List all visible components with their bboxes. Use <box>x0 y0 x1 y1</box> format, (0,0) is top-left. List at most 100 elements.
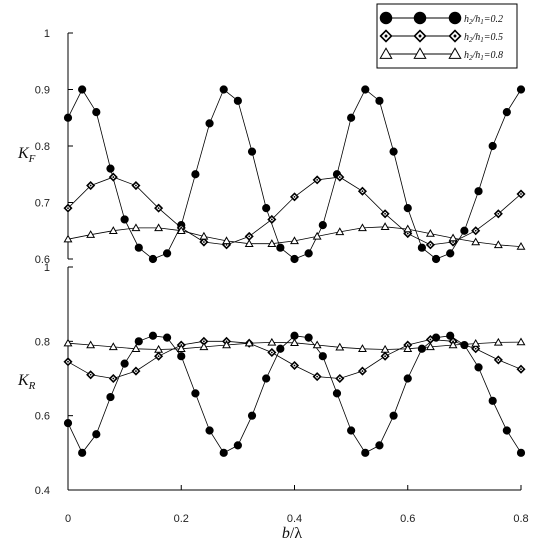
data-point-s1 <box>460 226 469 235</box>
data-point-s1 <box>474 363 483 372</box>
data-point-s1 <box>205 119 214 128</box>
data-point-s2-core <box>293 364 296 367</box>
data-point-s2-core <box>338 377 341 380</box>
data-point-s3 <box>425 342 435 351</box>
data-point-s3 <box>516 241 526 250</box>
panel-kr: 0.4 0.6 0.8 1 0 0.2 0.4 0.6 0.8 <box>35 262 529 525</box>
y-tick-label: 0.6 <box>35 254 50 266</box>
data-point-s1 <box>78 448 87 457</box>
data-point-s2-core <box>316 375 319 378</box>
data-point-s3 <box>108 226 118 234</box>
data-point-s1 <box>162 333 172 342</box>
y-tick-label: 0.7 <box>35 198 50 210</box>
data-point-s2-core <box>89 184 92 187</box>
data-point-s2-core <box>293 195 296 198</box>
legend-label: h2/h1=0.5 <box>464 32 503 44</box>
data-point-s1 <box>247 411 257 420</box>
data-point-s2-core <box>361 190 364 193</box>
data-point-s3 <box>267 239 277 247</box>
data-point-s1 <box>134 337 143 346</box>
data-point-s3 <box>131 223 141 232</box>
data-point-s2-core <box>67 360 69 363</box>
data-point-s1 <box>78 85 87 94</box>
data-point-s1 <box>446 249 455 258</box>
data-point-s3 <box>222 340 232 349</box>
data-point-s3 <box>199 231 209 240</box>
data-point-s2-core <box>429 243 432 246</box>
data-point-s2-core <box>452 241 454 243</box>
data-point-s1 <box>262 374 271 383</box>
x-tick-label: 0.6 <box>400 513 415 525</box>
data-point-s2-core <box>225 243 228 246</box>
data-point-s1 <box>148 254 158 264</box>
data-point-s3 <box>63 234 73 243</box>
data-point-s2-core <box>270 218 273 221</box>
data-point-s3 <box>131 344 141 352</box>
data-point-s1 <box>233 441 242 450</box>
data-point-s3 <box>154 344 164 353</box>
data-point-s1 <box>120 359 129 368</box>
data-point-s2-core <box>112 377 115 380</box>
data-point-s3 <box>448 233 458 242</box>
data-point-s2-core <box>384 355 386 358</box>
data-point-s1 <box>92 108 101 117</box>
data-point-s1 <box>304 249 313 258</box>
data-point-s1 <box>276 243 285 252</box>
data-point-s1 <box>233 96 242 105</box>
x-tick-label: 0.8 <box>513 513 528 525</box>
y-tick-label: 0.8 <box>35 141 50 153</box>
data-point-s1 <box>375 96 384 105</box>
data-point-s2-core <box>112 176 115 178</box>
data-point-s3 <box>312 340 322 349</box>
data-point-s3 <box>244 338 254 347</box>
data-point-s1 <box>106 164 115 173</box>
data-point-s1 <box>134 243 143 252</box>
data-point-s1 <box>502 108 511 117</box>
data-point-s1 <box>191 389 200 398</box>
data-point-s2-core <box>157 355 160 358</box>
data-point-s2-core <box>89 373 92 376</box>
data-point-s3 <box>222 236 232 245</box>
data-point-s3 <box>244 239 254 247</box>
data-point-s2-core <box>474 229 477 232</box>
data-point-s2-core <box>157 207 160 210</box>
data-point-s2-core <box>203 340 205 343</box>
data-point-s1 <box>120 215 129 224</box>
data-point-s3 <box>86 230 96 238</box>
data-point-s1 <box>247 147 257 156</box>
data-point-s1 <box>205 426 214 435</box>
legend-label: h2/h1=0.8 <box>464 50 503 62</box>
data-point-s2-core <box>497 212 500 215</box>
data-point-s3 <box>335 227 345 236</box>
data-point-s2-core <box>203 241 205 243</box>
data-point-s3 <box>448 340 458 349</box>
y-tick-label: 0.6 <box>35 411 50 423</box>
data-point-s2-core <box>248 235 251 238</box>
data-point-s2-core <box>429 338 432 341</box>
data-point-s1 <box>361 85 370 94</box>
y-tick-label: 1 <box>44 28 50 40</box>
data-point-s2-core <box>406 232 409 235</box>
data-point-s2-core <box>67 207 69 210</box>
data-point-s3 <box>493 240 503 249</box>
legend-label: h2/h1=0.2 <box>464 14 503 26</box>
data-point-s1 <box>63 113 73 122</box>
legend-marker <box>448 11 462 25</box>
data-point-s2-core <box>520 368 522 371</box>
data-point-s2-core <box>135 370 137 372</box>
y-tick-label: 0.8 <box>35 336 50 348</box>
data-point-s1 <box>488 141 497 151</box>
data-point-s3 <box>312 231 322 240</box>
data-point-s1 <box>290 254 299 264</box>
data-point-s3 <box>290 236 299 245</box>
panel-kf: 0.6 0.7 0.8 0.9 1 <box>35 28 526 266</box>
data-point-s3 <box>471 338 481 347</box>
data-point-s3 <box>290 338 299 347</box>
data-point-s1 <box>318 221 327 230</box>
y-axis-title-kr: KR <box>17 372 36 392</box>
data-point-s3 <box>108 342 118 351</box>
legend-marker <box>379 11 393 25</box>
data-point-s3 <box>176 344 186 352</box>
data-point-s3 <box>493 337 503 346</box>
legend-marker <box>379 47 393 59</box>
